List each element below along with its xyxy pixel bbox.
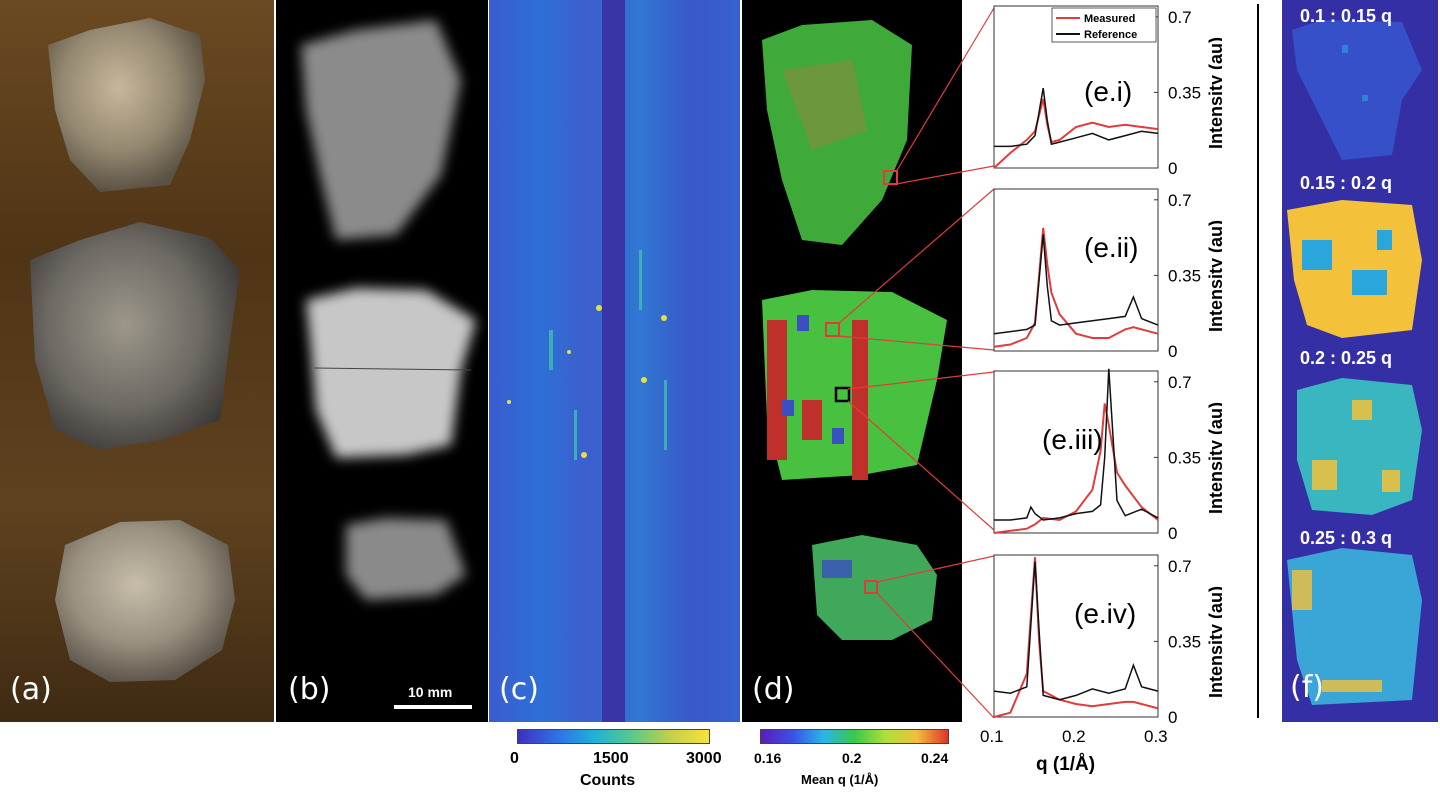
rock-1 [48, 18, 205, 192]
spectra-plots: 0 0.35 0.7 Intensity (au) (e.i) Measured Refer… [980, 5, 1222, 775]
counts-tick-1500: 1500 [593, 750, 629, 767]
x-axis-label: q (1/Å) [1036, 754, 1095, 775]
mean-q-colorbar [760, 729, 949, 744]
panel-label: (c) [499, 672, 539, 707]
panel-f-q-bands: 0.1 : 0.15 q 0.15 : 0.2 q 0.2 : 0.25 q 0… [1282, 0, 1438, 722]
counts-tick-0: 0 [510, 750, 519, 767]
series-line-measured [993, 98, 1159, 169]
series-line-reference [993, 234, 1159, 335]
y-tick-label: 0.35 [1168, 83, 1201, 102]
legend-box [1051, 7, 1157, 43]
y-tick-label: 0.35 [1168, 448, 1201, 467]
x-tick-label: 0.1 [980, 727, 1004, 746]
y-axis-label: Intensity (au) [1206, 402, 1222, 514]
legend-entry: Reference [1084, 29, 1137, 41]
y-tick-label: 0.7 [1168, 373, 1192, 392]
y-axis-label: Intensity (au) [1206, 586, 1222, 698]
mean-q-tick-024: 0.24 [921, 750, 949, 766]
roi-box-e-iv [864, 580, 878, 594]
panel-label: (f) [1290, 670, 1324, 705]
subplot-label: (e.iii) [1042, 424, 1103, 455]
mean-q-tick-02: 0.2 [842, 750, 862, 766]
y-tick-label: 0 [1168, 524, 1177, 543]
y-tick-label: 0.7 [1168, 8, 1192, 27]
series-line-reference [994, 368, 1159, 521]
rock-2 [30, 222, 240, 450]
subplot-frame [993, 554, 1159, 718]
subplot-label: (e.ii) [1084, 232, 1138, 263]
y-tick-label: 0 [1168, 708, 1177, 727]
legend-entry: Measured [1084, 13, 1135, 25]
q-band-label-1: 0.1 : 0.15 q [1300, 6, 1393, 26]
y-tick-label: 0.35 [1168, 266, 1201, 285]
counts-heatmap [489, 0, 740, 722]
mean-q-tick-016: 0.16 [754, 750, 782, 766]
counts-tick-3000: 3000 [686, 750, 722, 767]
y-tick-label: 0.7 [1168, 557, 1192, 576]
mean-q-map-image [762, 20, 947, 640]
scale-bar [394, 705, 472, 709]
series-line-reference [993, 561, 1159, 701]
panel-label: (d) [752, 672, 795, 707]
roi-box-e-iii [834, 386, 851, 403]
x-tick-label: 0.2 [1062, 727, 1086, 746]
panel-label: (a) [10, 672, 52, 707]
rock-photos [30, 18, 240, 682]
y-tick-label: 0 [1168, 159, 1177, 178]
y-tick-label: 0 [1168, 342, 1177, 361]
panel-d-mean-q-map: (d) [742, 0, 962, 722]
rock-3 [55, 520, 235, 682]
series-line-reference [994, 87, 1159, 148]
q-band-label-2: 0.15 : 0.2 q [1300, 173, 1393, 193]
vertical-divider [1257, 4, 1259, 718]
series-line-measured [993, 403, 1159, 534]
counts-colorbar-title: Counts [580, 772, 636, 789]
subplot-label: (e.iv) [1074, 598, 1136, 629]
y-axis-label: Intensity (au) [1206, 220, 1222, 332]
x-tick-label: 0.3 [1144, 727, 1168, 746]
panel-b-radiograph: 10 mm (b) [276, 0, 488, 722]
roi-box-e-ii [825, 322, 840, 337]
y-tick-label: 0.35 [1168, 632, 1201, 651]
scale-bar-label: 10 mm [408, 684, 453, 700]
panel-c-counts-map: (c) [489, 0, 740, 722]
subplot-frame [993, 370, 1159, 534]
counts-colorbar [517, 729, 710, 744]
radiograph-image [301, 20, 476, 600]
panel-label: (b) [288, 672, 331, 707]
q-band-maps [1287, 20, 1422, 705]
q-band-label-4: 0.25 : 0.3 q [1300, 528, 1393, 548]
subplot-frame [993, 188, 1159, 352]
series-line-measured [993, 557, 1159, 718]
panel-a-photo: (a) [0, 0, 274, 722]
q-band-label-3: 0.2 : 0.25 q [1300, 348, 1393, 368]
y-tick-label: 0.7 [1168, 191, 1192, 210]
subplot-label: (e.i) [1084, 76, 1132, 107]
mean-q-colorbar-title: Mean q (1/Å) [801, 772, 879, 787]
y-axis-label: Intensity (au) [1206, 37, 1222, 149]
series-line-measured [993, 227, 1159, 348]
